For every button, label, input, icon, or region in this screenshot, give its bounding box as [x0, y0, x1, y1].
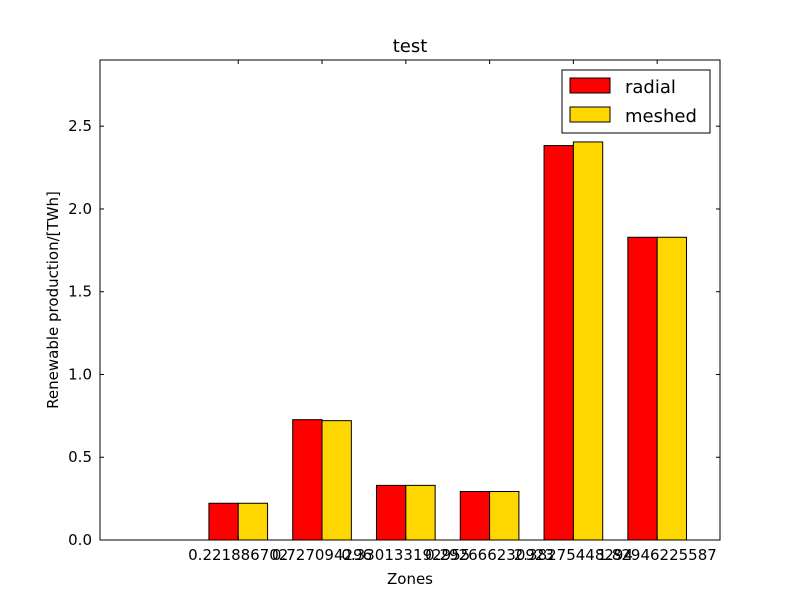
y-tick-label: 1.0 — [68, 365, 92, 383]
bar-meshed-5 — [572, 141, 604, 541]
y-axis-label: Renewable production/[TWh] — [44, 191, 62, 409]
x-tick-label: 0.292666230923 — [425, 546, 554, 564]
y-tick-label: 2.5 — [68, 117, 92, 135]
bar-meshed-3 — [405, 484, 436, 541]
x-tick-label: 1.82946225587 — [598, 546, 717, 564]
bar-radial-5 — [543, 145, 574, 541]
y-tick-label: 1.5 — [68, 283, 92, 301]
x-axis-label: Zones — [387, 570, 433, 588]
legend-label-meshed: meshed — [625, 106, 697, 127]
legend-label-radial: radial — [625, 77, 676, 98]
bar-radial-6 — [627, 236, 658, 541]
bar-radial-2 — [292, 419, 323, 541]
x-tick-label: 2.38275448294 — [514, 546, 633, 564]
bar-meshed-1 — [237, 502, 269, 541]
plot-frame — [99, 59, 721, 541]
bar-radial-3 — [375, 484, 407, 541]
x-tick-label: 0.727094296 — [272, 546, 372, 564]
y-tick-label: 0.5 — [68, 448, 92, 466]
bar-meshed-2 — [321, 420, 352, 541]
legend-swatch-radial — [569, 77, 611, 94]
x-tick-label: 0.221886702 — [188, 546, 288, 564]
y-tick-label: 2.0 — [68, 200, 92, 218]
bar-meshed-4 — [489, 491, 520, 541]
bar-radial-4 — [459, 491, 491, 541]
bar-meshed-6 — [656, 236, 687, 541]
legend-swatch-meshed — [569, 106, 611, 123]
chart-title: test — [393, 36, 428, 57]
y-tick-label: 0.0 — [68, 531, 92, 549]
bar-radial-1 — [208, 502, 239, 541]
legend: radial meshed — [561, 69, 711, 134]
x-tick-label: 0.330133192955 — [341, 546, 470, 564]
